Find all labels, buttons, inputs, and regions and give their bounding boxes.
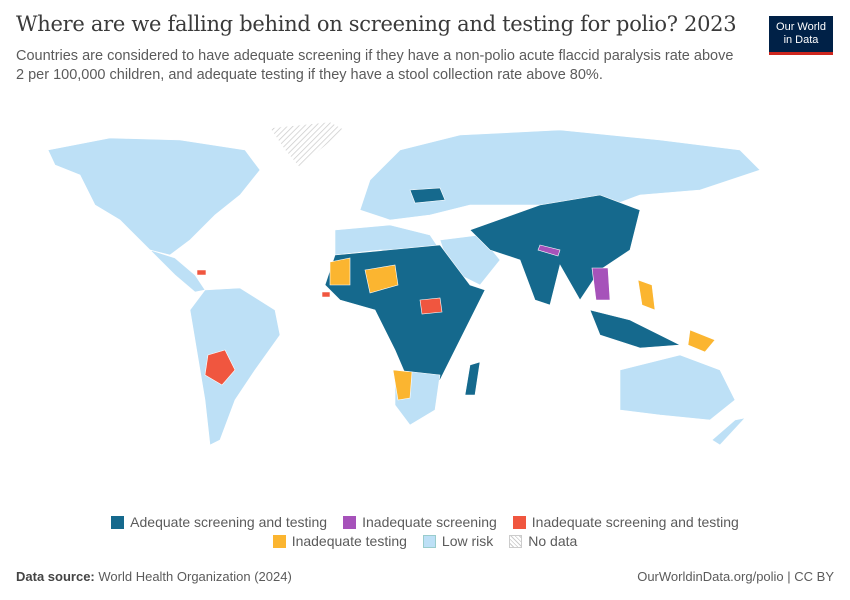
logo-text: in Data	[783, 34, 819, 46]
legend-item-inadequate-testing[interactable]: Inadequate testing	[272, 533, 407, 549]
region-greenland[interactable]	[269, 121, 346, 169]
region-south-america[interactable]	[189, 287, 281, 446]
legend-swatch	[512, 515, 526, 529]
world-map[interactable]	[0, 110, 850, 510]
region-new-zealand[interactable]	[711, 417, 746, 446]
region-north-america[interactable]	[47, 137, 261, 256]
data-source: Data source: World Health Organization (…	[16, 569, 292, 584]
legend-swatch	[422, 534, 436, 548]
chart-title: Where are we falling behind on screening…	[16, 12, 737, 36]
region-nepal[interactable]	[537, 244, 561, 257]
region-ukraine[interactable]	[409, 187, 446, 204]
legend-label: Low risk	[441, 533, 494, 549]
legend-label: Inadequate screening	[362, 514, 497, 530]
license-link[interactable]: OurWorldinData.org/polio | CC BY	[637, 569, 834, 584]
region-guinea-bissau[interactable]	[321, 291, 331, 298]
legend-swatch	[509, 534, 523, 548]
legend-swatch	[343, 515, 357, 529]
legend-item-no-data[interactable]: No data	[509, 533, 577, 549]
chart-subtitle: Countries are considered to have adequat…	[16, 48, 734, 83]
legend-item-inadequate-both[interactable]: Inadequate screening and testing	[512, 514, 739, 530]
legend-item-inadequate-screening[interactable]: Inadequate screening	[343, 514, 497, 530]
region-haiti[interactable]	[196, 269, 207, 276]
region-philippines[interactable]	[637, 279, 656, 311]
region-niger[interactable]	[364, 264, 399, 294]
region-papua-new-guinea[interactable]	[687, 329, 716, 353]
legend-label: No data	[528, 533, 578, 549]
region-madagascar[interactable]	[464, 361, 481, 396]
legend-item-low-risk[interactable]: Low risk	[422, 533, 494, 549]
region-bolivia[interactable]	[204, 349, 236, 386]
region-europe-russia[interactable]	[359, 129, 761, 221]
region-sahel-africa[interactable]	[324, 244, 486, 386]
legend-label: Inadequate testing	[291, 533, 407, 549]
region-mauritania[interactable]	[329, 257, 351, 286]
legend-swatch	[111, 515, 125, 529]
legend-row-2: Inadequate testing Low risk No data	[0, 533, 850, 549]
legend-row-1: Adequate screening and testing Inadequat…	[0, 514, 850, 530]
legend-label: Adequate screening and testing	[130, 514, 328, 530]
region-indonesia[interactable]	[589, 309, 682, 349]
legend-label: Inadequate screening and testing	[531, 514, 739, 530]
source-text: World Health Organization (2024)	[98, 569, 292, 584]
logo-text: Our World	[776, 21, 826, 33]
region-australia[interactable]	[619, 354, 736, 421]
region-south-sudan[interactable]	[419, 297, 443, 315]
region-mainland-southeast-asia[interactable]	[591, 267, 611, 301]
legend-swatch	[272, 534, 286, 548]
legend-item-adequate[interactable]: Adequate screening and testing	[111, 514, 327, 530]
source-label: Data source:	[16, 569, 95, 584]
owid-logo[interactable]: Our World in Data	[769, 16, 833, 55]
region-namibia[interactable]	[392, 369, 413, 401]
